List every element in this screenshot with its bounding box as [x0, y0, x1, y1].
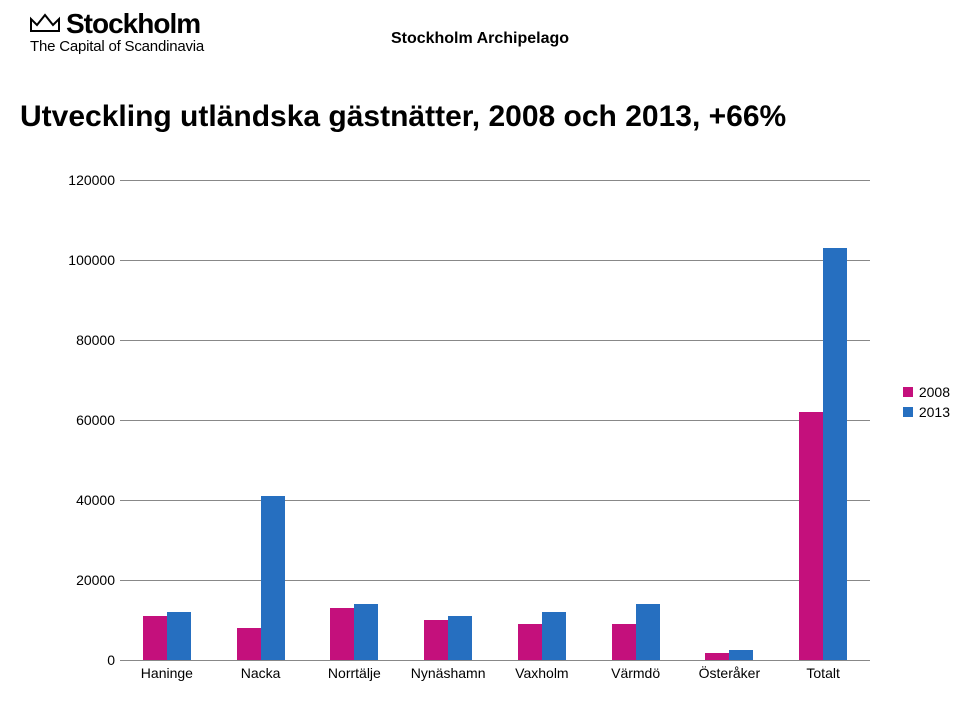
bar-2008-totalt: [799, 412, 823, 660]
bar-2008-österåker: [705, 653, 729, 660]
x-axis-labels: Haninge Nacka Norrtälje Nynäshamn Vaxholm Vär…: [120, 665, 870, 695]
plot-area: 020000400006000080000100000120000: [120, 180, 870, 661]
bar-2008-nacka: [237, 628, 261, 660]
bar-2013-värmdö: [636, 604, 660, 660]
y-tick-label: 40000: [60, 492, 115, 508]
gridline: [120, 580, 870, 581]
y-tick-label: 20000: [60, 572, 115, 588]
y-tick-label: 60000: [60, 412, 115, 428]
gridline: [120, 420, 870, 421]
bar-2013-österåker: [729, 650, 753, 660]
x-tick-label: Nacka: [241, 665, 281, 681]
bar-chart: 020000400006000080000100000120000 Haning…: [60, 180, 870, 700]
legend-label: 2008: [919, 384, 950, 400]
bar-2013-totalt: [823, 248, 847, 660]
bar-2008-värmdö: [612, 624, 636, 660]
legend-label: 2013: [919, 404, 950, 420]
x-tick-label: Österåker: [699, 665, 760, 681]
x-tick-label: Nynäshamn: [411, 665, 486, 681]
bar-2013-norrtälje: [354, 604, 378, 660]
gridline: [120, 500, 870, 501]
legend-item-2008: 2008: [903, 384, 950, 400]
bar-2008-haninge: [143, 616, 167, 660]
y-tick-label: 120000: [60, 172, 115, 188]
bar-2013-nynäshamn: [448, 616, 472, 660]
gridline: [120, 340, 870, 341]
y-tick-label: 80000: [60, 332, 115, 348]
page-title: Utveckling utländska gästnätter, 2008 oc…: [20, 100, 786, 134]
x-tick-label: Värmdö: [611, 665, 660, 681]
page-subtitle: Stockholm Archipelago: [0, 30, 960, 48]
y-tick-label: 100000: [60, 252, 115, 268]
legend: 2008 2013: [903, 380, 950, 424]
gridline: [120, 180, 870, 181]
bar-2008-vaxholm: [518, 624, 542, 660]
legend-swatch-2008: [903, 387, 913, 397]
x-tick-label: Totalt: [806, 665, 839, 681]
x-tick-label: Vaxholm: [515, 665, 568, 681]
bar-2013-nacka: [261, 496, 285, 660]
gridline: [120, 260, 870, 261]
y-tick-label: 0: [60, 652, 115, 668]
bar-2013-vaxholm: [542, 612, 566, 660]
x-tick-label: Norrtälje: [328, 665, 381, 681]
legend-item-2013: 2013: [903, 404, 950, 420]
bar-2008-norrtälje: [330, 608, 354, 660]
bar-2008-nynäshamn: [424, 620, 448, 660]
legend-swatch-2013: [903, 407, 913, 417]
bar-2013-haninge: [167, 612, 191, 660]
x-tick-label: Haninge: [141, 665, 193, 681]
